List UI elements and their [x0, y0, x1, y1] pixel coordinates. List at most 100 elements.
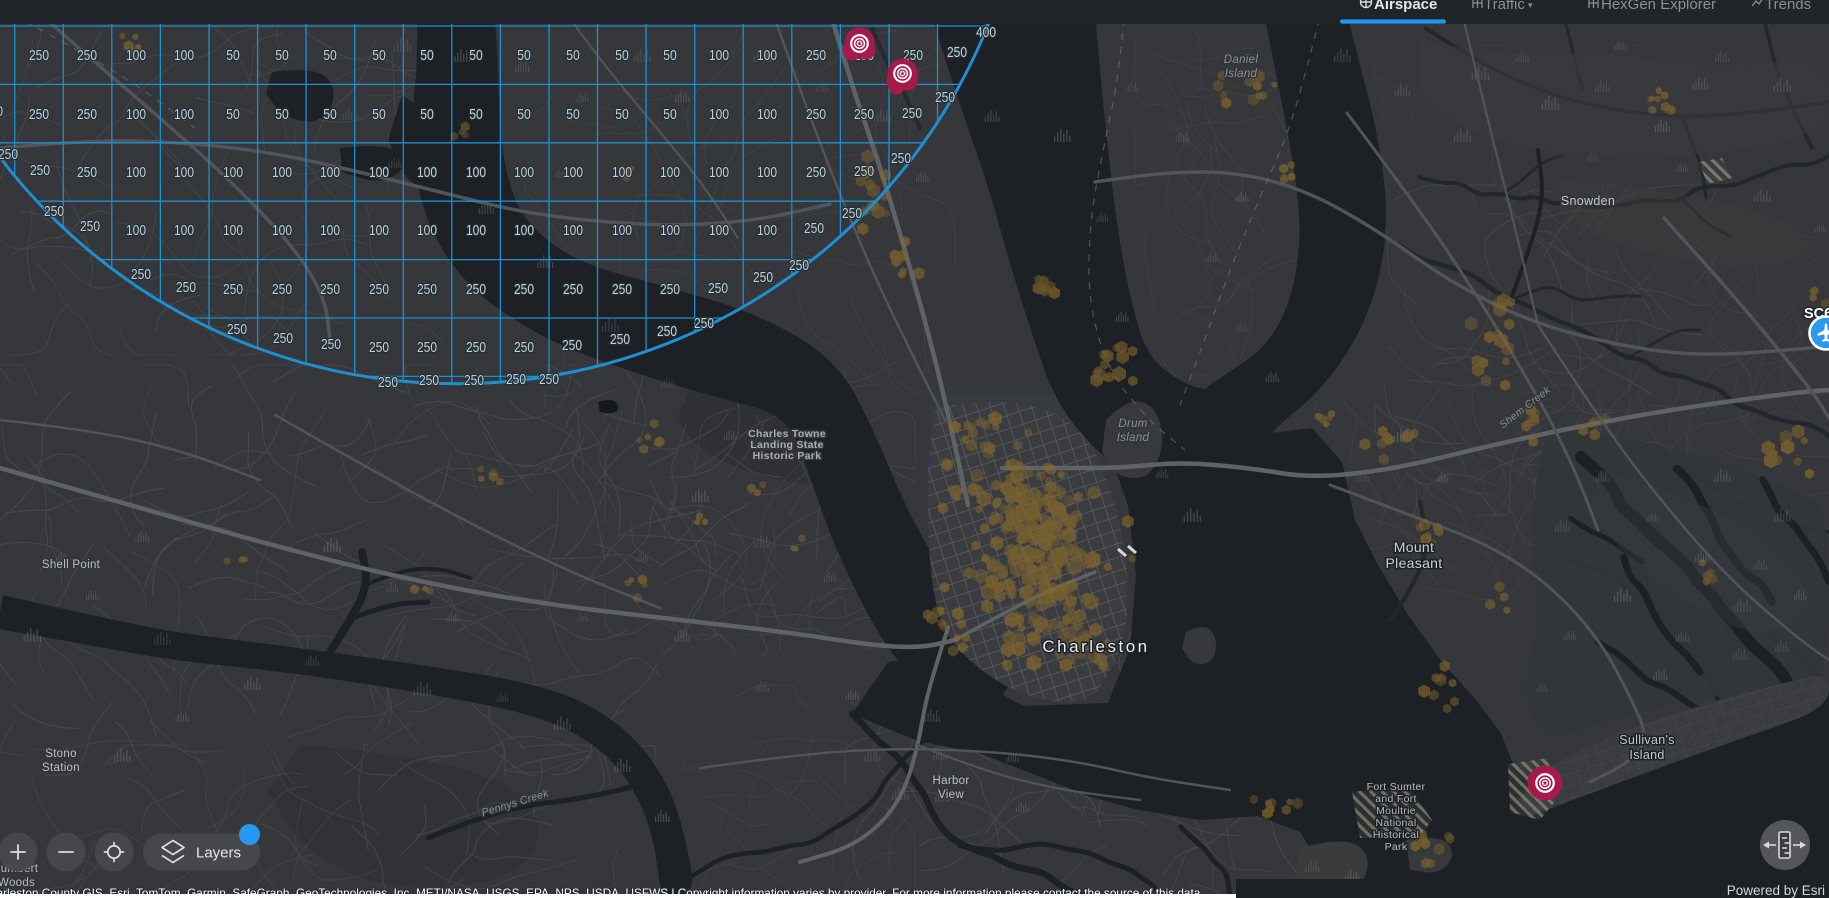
svg-text:100: 100 [223, 164, 243, 181]
svg-text:Daniel: Daniel [1224, 54, 1259, 66]
svg-text:250: 250 [657, 323, 677, 340]
svg-text:100: 100 [709, 47, 729, 64]
svg-text:100: 100 [757, 222, 777, 239]
svg-text:100: 100 [660, 164, 680, 181]
svg-text:100: 100 [272, 164, 292, 181]
svg-text:100: 100 [369, 222, 389, 239]
svg-text:Harbor: Harbor [933, 775, 970, 787]
svg-text:250: 250 [44, 203, 64, 220]
svg-text:100: 100 [174, 164, 194, 181]
svg-text:100: 100 [369, 164, 389, 181]
svg-text:Island: Island [1225, 68, 1258, 80]
svg-text:50: 50 [323, 106, 337, 123]
svg-text:100: 100 [757, 164, 777, 181]
svg-text:250: 250 [789, 257, 809, 274]
svg-text:50: 50 [517, 47, 531, 64]
svg-text:250: 250 [804, 220, 824, 237]
svg-text:250: 250 [77, 164, 97, 181]
svg-text:250: 250 [29, 47, 49, 64]
svg-text:50: 50 [663, 106, 677, 123]
svg-text:100: 100 [757, 106, 777, 123]
svg-text:250: 250 [935, 89, 955, 106]
svg-text:250: 250 [378, 374, 398, 391]
svg-text:100: 100 [612, 222, 632, 239]
svg-text:50: 50 [615, 47, 629, 64]
svg-text:100: 100 [757, 47, 777, 64]
svg-text:Stono: Stono [45, 748, 77, 760]
svg-text:100: 100 [709, 222, 729, 239]
svg-text:100: 100 [514, 222, 534, 239]
svg-text:250: 250 [612, 281, 632, 298]
svg-text:100: 100 [563, 222, 583, 239]
svg-text:50: 50 [275, 47, 289, 64]
svg-text:250: 250 [466, 339, 486, 356]
svg-text:250: 250 [80, 218, 100, 235]
svg-text:Snowden: Snowden [1561, 194, 1615, 208]
svg-text:Landing State: Landing State [750, 439, 823, 451]
svg-text:250: 250 [0, 146, 18, 163]
svg-text:and Fort: and Fort [1375, 793, 1417, 805]
svg-text:400: 400 [976, 24, 996, 41]
svg-text:100: 100 [320, 164, 340, 181]
svg-text:100: 100 [466, 222, 486, 239]
svg-text:250: 250 [806, 164, 826, 181]
svg-text:100: 100 [466, 164, 486, 181]
svg-text:100: 100 [417, 222, 437, 239]
svg-text:250: 250 [176, 279, 196, 296]
svg-text:250: 250 [947, 44, 967, 61]
svg-text:100: 100 [126, 106, 146, 123]
svg-text:50: 50 [663, 47, 677, 64]
svg-text:Pleasant: Pleasant [1386, 555, 1443, 571]
svg-text:50: 50 [323, 47, 337, 64]
svg-text:250: 250 [417, 281, 437, 298]
svg-text:100: 100 [709, 164, 729, 181]
svg-text:100: 100 [709, 106, 729, 123]
svg-text:250: 250 [417, 339, 437, 356]
svg-text:250: 250 [77, 106, 97, 123]
svg-text:100: 100 [320, 222, 340, 239]
svg-text:100: 100 [126, 47, 146, 64]
svg-text:250: 250 [321, 336, 341, 353]
svg-text:250: 250 [272, 281, 292, 298]
svg-text:250: 250 [29, 106, 49, 123]
svg-text:250: 250 [464, 372, 484, 389]
svg-text:250: 250 [320, 281, 340, 298]
svg-text:50: 50 [226, 106, 240, 123]
svg-text:Woods: Woods [0, 877, 35, 889]
svg-text:50: 50 [420, 47, 434, 64]
svg-text:250: 250 [806, 106, 826, 123]
svg-text:Charles Towne: Charles Towne [748, 428, 826, 440]
svg-text:National: National [1376, 817, 1417, 829]
svg-text:250: 250 [539, 371, 559, 388]
svg-text:250: 250 [753, 269, 773, 286]
svg-text:250: 250 [708, 280, 728, 297]
svg-text:HexGen Explorer: HexGen Explorer [1601, 0, 1716, 13]
svg-text:250: 250 [854, 163, 874, 180]
svg-text:Trends: Trends [1765, 0, 1811, 13]
svg-text:Station: Station [42, 762, 80, 774]
svg-text:250: 250 [514, 339, 534, 356]
svg-text:250: 250 [854, 106, 874, 123]
svg-text:50: 50 [615, 106, 629, 123]
svg-text:Island: Island [1629, 748, 1664, 762]
svg-text:Moultrie: Moultrie [1376, 805, 1416, 817]
svg-text:100: 100 [174, 106, 194, 123]
svg-text:Powered by Esri: Powered by Esri [1727, 883, 1825, 898]
svg-text:250: 250 [466, 281, 486, 298]
svg-text:View: View [938, 789, 964, 801]
svg-text:Sullivan's: Sullivan's [1619, 733, 1674, 747]
svg-text:250: 250 [660, 281, 680, 298]
svg-text:250: 250 [694, 315, 714, 332]
svg-text:50: 50 [566, 47, 580, 64]
svg-text:Traffic: Traffic [1484, 0, 1525, 13]
svg-text:250: 250 [506, 371, 526, 388]
svg-text:250: 250 [131, 266, 151, 283]
svg-text:Mount: Mount [1394, 539, 1434, 555]
svg-text:100: 100 [174, 222, 194, 239]
svg-text:50: 50 [275, 106, 289, 123]
svg-text:250: 250 [806, 47, 826, 64]
svg-text:250: 250 [369, 339, 389, 356]
svg-text:100: 100 [126, 164, 146, 181]
svg-text:100: 100 [174, 47, 194, 64]
svg-text:250: 250 [223, 281, 243, 298]
